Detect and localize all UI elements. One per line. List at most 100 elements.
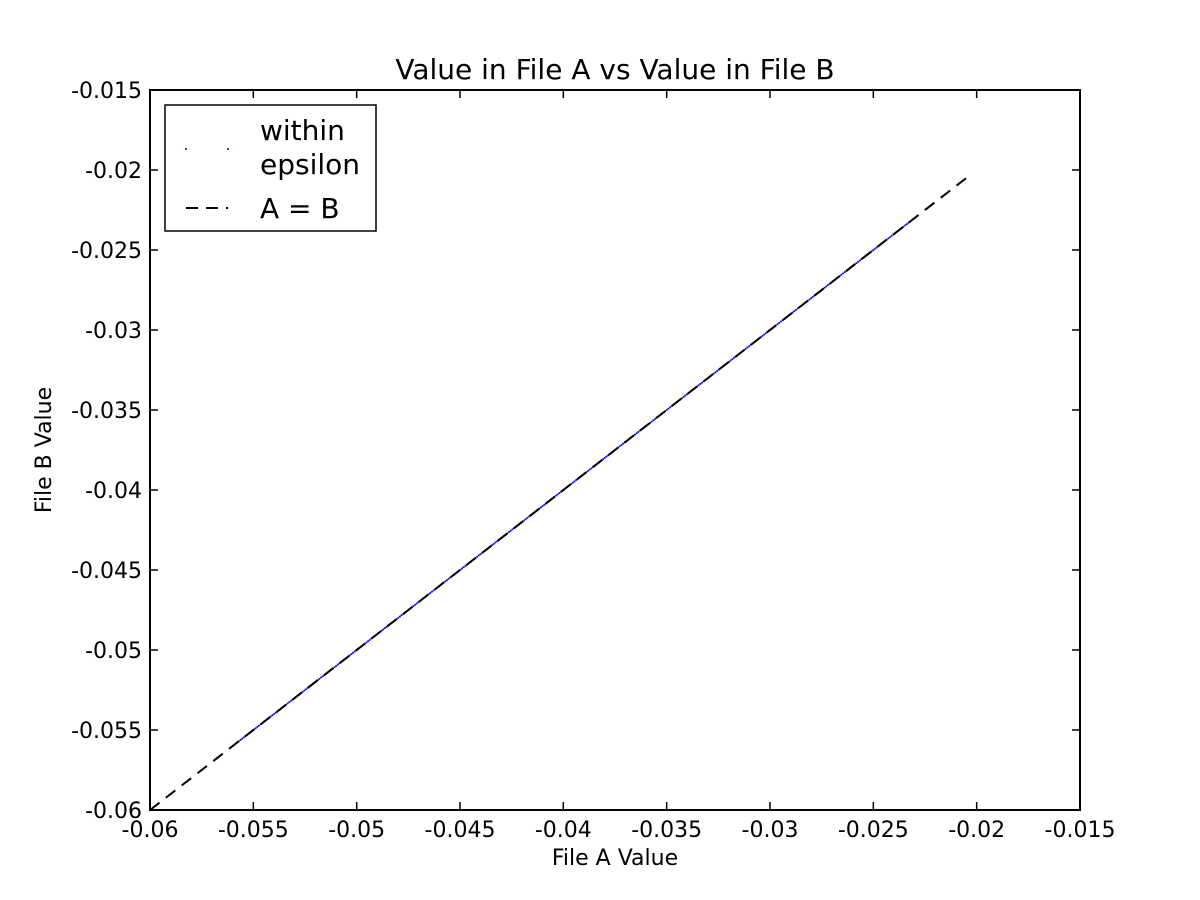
within-epsilon-point: [716, 369, 719, 372]
within-epsilon-point: [523, 519, 526, 522]
within-epsilon-point: [808, 298, 811, 301]
within-epsilon-point: [543, 503, 546, 506]
within-epsilon-point: [748, 345, 751, 348]
within-epsilon-point: [825, 285, 828, 288]
chart-title: Value in File A vs Value in File B: [395, 53, 834, 86]
within-epsilon-point: [429, 592, 432, 595]
within-epsilon-point: [811, 295, 814, 298]
plot-marks: [149, 174, 972, 811]
legend-box: [164, 104, 377, 232]
x-tick-label: -0.035: [631, 818, 702, 843]
within-epsilon-point: [380, 629, 383, 632]
within-epsilon-point: [558, 492, 561, 495]
y-tick-label: -0.045: [71, 559, 142, 584]
within-epsilon-point: [447, 577, 450, 580]
within-epsilon-point: [588, 468, 591, 471]
y-axis-label: File B Value: [32, 387, 57, 513]
within-epsilon-point: [289, 699, 292, 702]
within-epsilon-point: [731, 358, 734, 361]
within-epsilon-point: [445, 579, 448, 582]
within-epsilon-point: [810, 297, 813, 300]
x-tick-label: -0.055: [218, 818, 289, 843]
x-tick-label: -0.02: [948, 818, 1005, 843]
within-epsilon-point: [729, 359, 732, 362]
within-epsilon-point: [461, 567, 464, 570]
within-epsilon-point: [843, 271, 846, 274]
within-epsilon-point: [712, 372, 715, 375]
within-epsilon-point: [353, 650, 356, 653]
within-epsilon-point: [746, 346, 749, 349]
within-epsilon-point: [685, 393, 688, 396]
within-epsilon-point: [714, 371, 717, 374]
within-epsilon-point: [840, 273, 843, 276]
within-epsilon-point: [539, 506, 542, 509]
within-epsilon-point: [633, 433, 636, 436]
within-epsilon-point: [365, 641, 368, 644]
y-tick-label: -0.02: [85, 159, 142, 184]
legend-marker-within-epsilon-2: [227, 148, 229, 150]
legend-label-a-equals-b: A = B: [260, 192, 340, 225]
y-tick-label: -0.025: [71, 239, 142, 264]
within-epsilon-point: [618, 445, 621, 448]
within-epsilon-point: [872, 249, 875, 252]
within-epsilon-point: [776, 323, 779, 326]
within-epsilon-point: [412, 605, 415, 608]
within-epsilon-point: [605, 455, 608, 458]
within-epsilon-point: [907, 221, 910, 224]
within-epsilon-point: [368, 638, 371, 641]
plot-frame: [149, 89, 1081, 811]
within-epsilon-point: [271, 714, 274, 717]
within-epsilon-point: [855, 262, 858, 265]
within-epsilon-point: [857, 260, 860, 263]
within-epsilon-point: [902, 225, 905, 228]
within-epsilon-point: [889, 236, 892, 239]
within-epsilon-point: [778, 321, 781, 324]
within-epsilon-point: [858, 259, 861, 262]
within-epsilon-point: [479, 553, 482, 556]
within-epsilon-point: [873, 247, 876, 250]
within-epsilon-point: [586, 469, 589, 472]
within-epsilon-point: [491, 544, 494, 547]
within-epsilon-point: [430, 590, 433, 593]
within-epsilon-point: [620, 443, 623, 446]
x-tick-label: -0.045: [425, 818, 496, 843]
within-epsilon-point: [905, 223, 908, 226]
within-epsilon-point: [239, 738, 242, 741]
within-epsilon-point: [669, 406, 672, 409]
within-epsilon-point: [274, 711, 277, 714]
within-epsilon-point: [904, 224, 907, 227]
y-tick-label: -0.04: [85, 479, 142, 504]
within-epsilon-point: [414, 603, 417, 606]
within-epsilon-point: [590, 467, 593, 470]
within-epsilon-point: [793, 310, 796, 313]
within-epsilon-point: [654, 417, 657, 420]
within-epsilon-point: [637, 430, 640, 433]
within-epsilon-point: [650, 420, 653, 423]
within-epsilon-point: [573, 480, 576, 483]
within-epsilon-point: [652, 419, 655, 422]
within-epsilon-point: [509, 529, 512, 532]
within-epsilon-point: [496, 540, 499, 543]
y-axis-ticks: -0.015 -0.02 -0.025 -0.03 -0.035 -0.04 -0.045 -…: [71, 79, 1080, 824]
x-tick-label: -0.04: [535, 818, 592, 843]
within-epsilon-point: [823, 286, 826, 289]
within-epsilon-point: [333, 666, 336, 669]
within-epsilon-point: [541, 505, 544, 508]
within-epsilon-point: [511, 528, 514, 531]
within-epsilon-point: [887, 237, 890, 240]
within-epsilon-point: [432, 589, 435, 592]
within-epsilon-point: [622, 442, 625, 445]
within-epsilon-point: [242, 736, 245, 739]
within-epsilon-point: [524, 518, 527, 521]
within-epsilon-point: [303, 689, 306, 692]
within-epsilon-point: [875, 246, 878, 249]
within-epsilon-point: [684, 394, 687, 397]
within-epsilon-point: [697, 384, 700, 387]
within-epsilon-point: [526, 516, 529, 519]
within-epsilon-point: [464, 564, 467, 567]
x-tick-label: -0.025: [838, 818, 909, 843]
within-epsilon-point: [400, 614, 403, 617]
within-epsilon-point: [494, 541, 497, 544]
y-tick-label: -0.015: [71, 79, 142, 104]
within-epsilon-point: [779, 320, 782, 323]
